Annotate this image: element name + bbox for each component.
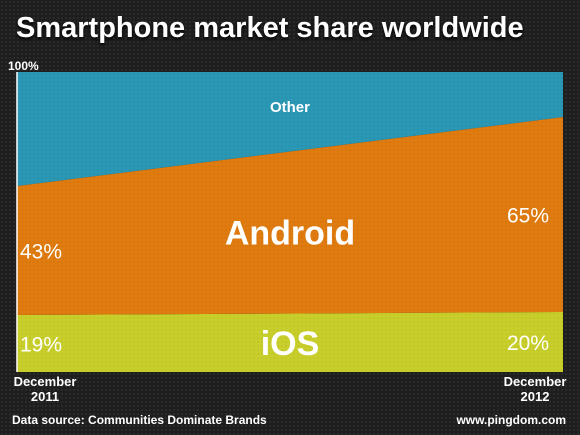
x-label-start: December 2011 <box>0 374 90 404</box>
x-label-start-year: 2011 <box>30 389 60 404</box>
x-label-start-month: December <box>13 374 77 389</box>
series-label-android: Android <box>225 215 355 253</box>
data-source-note: Data source: Communities Dominate Brands <box>12 413 267 427</box>
value-label-ios-end: 20% <box>507 332 549 355</box>
x-label-end: December 2012 <box>490 374 580 404</box>
x-label-end-month: December <box>503 374 567 389</box>
chart-title: Smartphone market share worldwide <box>16 12 524 44</box>
site-credit: www.pingdom.com <box>456 413 566 427</box>
series-label-other: Other <box>270 99 310 116</box>
plot-frame <box>17 72 563 372</box>
series-label-ios: iOS <box>261 325 320 363</box>
value-label-android-end: 65% <box>507 205 549 228</box>
value-label-android-start: 43% <box>20 241 62 264</box>
x-label-end-year: 2012 <box>520 389 550 404</box>
value-label-ios-start: 19% <box>20 334 62 357</box>
y-axis-top-label: 100% <box>8 59 39 73</box>
